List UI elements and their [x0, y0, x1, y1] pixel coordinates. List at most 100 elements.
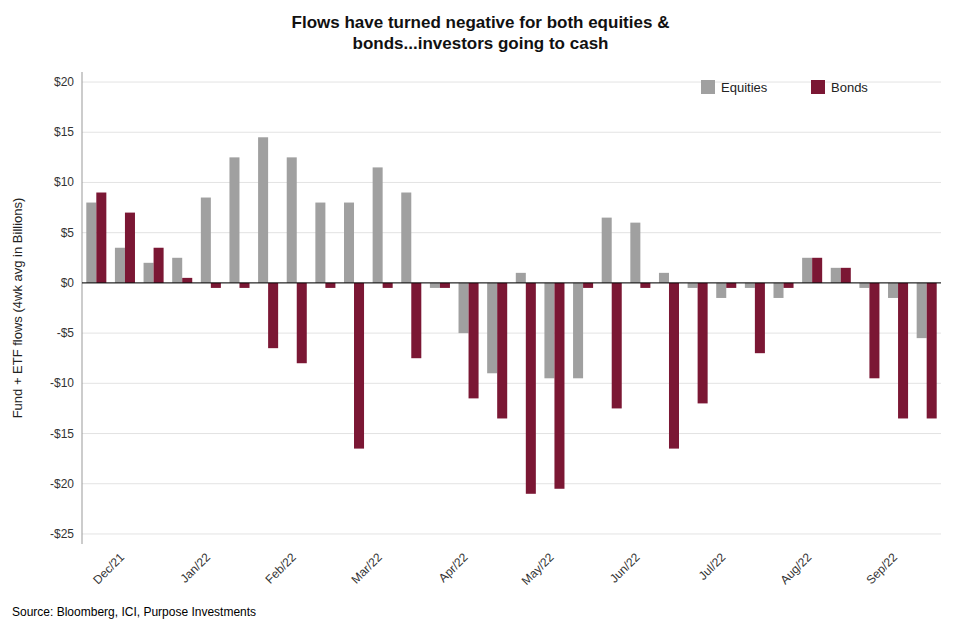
bar — [812, 258, 822, 283]
bars — [86, 137, 936, 494]
bar — [383, 283, 393, 288]
bar — [325, 283, 335, 288]
bar — [755, 283, 765, 353]
legend: Equities Bonds — [701, 80, 868, 95]
grid — [82, 82, 941, 534]
bar — [459, 283, 469, 333]
y-tick-label: -$10 — [50, 376, 74, 390]
bar — [487, 283, 497, 373]
bar — [888, 283, 898, 298]
bar — [125, 213, 135, 283]
x-tick-label: Jan/22 — [178, 550, 214, 586]
legend-label: Bonds — [831, 80, 868, 95]
bar — [659, 273, 669, 283]
grid-line — [82, 433, 941, 434]
bar — [630, 223, 640, 283]
bar — [497, 283, 507, 419]
x-tick-label: Dec/21 — [90, 550, 127, 587]
bar — [802, 258, 812, 283]
y-tick-label: $15 — [54, 125, 74, 139]
bar — [669, 283, 679, 449]
zero-line — [82, 282, 941, 283]
grid-line — [82, 282, 941, 283]
y-tick-label: -$20 — [50, 477, 74, 491]
bar — [688, 283, 698, 288]
y-tick-label: $0 — [61, 276, 75, 290]
y-ticks: -$25-$20-$15-$10-$5$0$5$10$15$20 — [50, 75, 74, 541]
x-tick-label: Sep/22 — [863, 550, 900, 587]
x-tick-label: Mar/22 — [348, 550, 385, 587]
bar — [440, 283, 450, 288]
bar — [211, 283, 221, 288]
bar — [287, 157, 297, 283]
bar — [258, 137, 268, 283]
y-axis-label: Fund + ETF flows (4wk avg in Billions) — [10, 198, 25, 419]
background — [0, 0, 961, 626]
source-note: Source: Bloomberg, ICI, Purpose Investme… — [12, 605, 256, 619]
bar — [698, 283, 708, 404]
bar — [96, 193, 106, 283]
bar — [726, 283, 736, 288]
bar — [917, 283, 927, 338]
bar — [612, 283, 622, 409]
title: Flows have turned negative for both equi… — [292, 13, 670, 53]
bar — [554, 283, 564, 489]
bar — [430, 283, 440, 288]
bar — [411, 283, 421, 358]
y-tick-label: -$15 — [50, 427, 74, 441]
bar — [526, 283, 536, 494]
x-tick-label: May/22 — [519, 550, 557, 588]
bar — [640, 283, 650, 288]
title-line: Flows have turned negative for both equi… — [292, 13, 670, 32]
bar — [573, 283, 583, 378]
grid-line — [82, 333, 941, 334]
bar — [86, 203, 96, 283]
bar — [716, 283, 726, 298]
bar — [784, 283, 794, 288]
bar — [239, 283, 249, 288]
x-tick-label: Feb/22 — [263, 550, 300, 587]
bar — [898, 283, 908, 419]
bar — [354, 283, 364, 449]
y-axis-line — [82, 72, 83, 544]
bar — [172, 258, 182, 283]
bar — [115, 248, 125, 283]
bar — [745, 283, 755, 288]
bar — [469, 283, 479, 398]
bar — [229, 157, 239, 283]
y-tick-label: $10 — [54, 175, 74, 189]
bar — [602, 218, 612, 283]
x-tick-label: Jul/22 — [696, 550, 729, 583]
bar — [182, 278, 192, 283]
x-tick-label: Jun/22 — [607, 550, 643, 586]
grid-line — [82, 533, 941, 534]
bar — [401, 193, 411, 283]
bar — [516, 273, 526, 283]
legend-swatch — [811, 80, 825, 94]
bar — [841, 268, 851, 283]
x-ticks: Dec/21Jan/22Feb/22Mar/22Apr/22May/22Jun/… — [90, 550, 900, 588]
title-line: bonds...investors going to cash — [353, 34, 609, 53]
x-tick-label: Aug/22 — [777, 550, 814, 587]
y-tick-label: $20 — [54, 75, 74, 89]
y-tick-label: $5 — [61, 226, 75, 240]
bar — [373, 167, 383, 282]
bar — [344, 203, 354, 283]
bar — [859, 283, 869, 288]
grid-line — [82, 483, 941, 484]
chart: -$25-$20-$15-$10-$5$0$5$10$15$20Dec/21Ja… — [0, 0, 961, 626]
bar — [583, 283, 593, 288]
bar — [201, 198, 211, 283]
bar — [773, 283, 783, 298]
grid-line — [82, 132, 941, 133]
bar — [544, 283, 554, 378]
bar — [297, 283, 307, 363]
bar — [927, 283, 937, 419]
grid-line — [82, 383, 941, 384]
bar — [831, 268, 841, 283]
bar — [869, 283, 879, 378]
bar — [154, 248, 164, 283]
y-tick-label: -$25 — [50, 527, 74, 541]
bar — [268, 283, 278, 348]
legend-label: Equities — [721, 80, 768, 95]
